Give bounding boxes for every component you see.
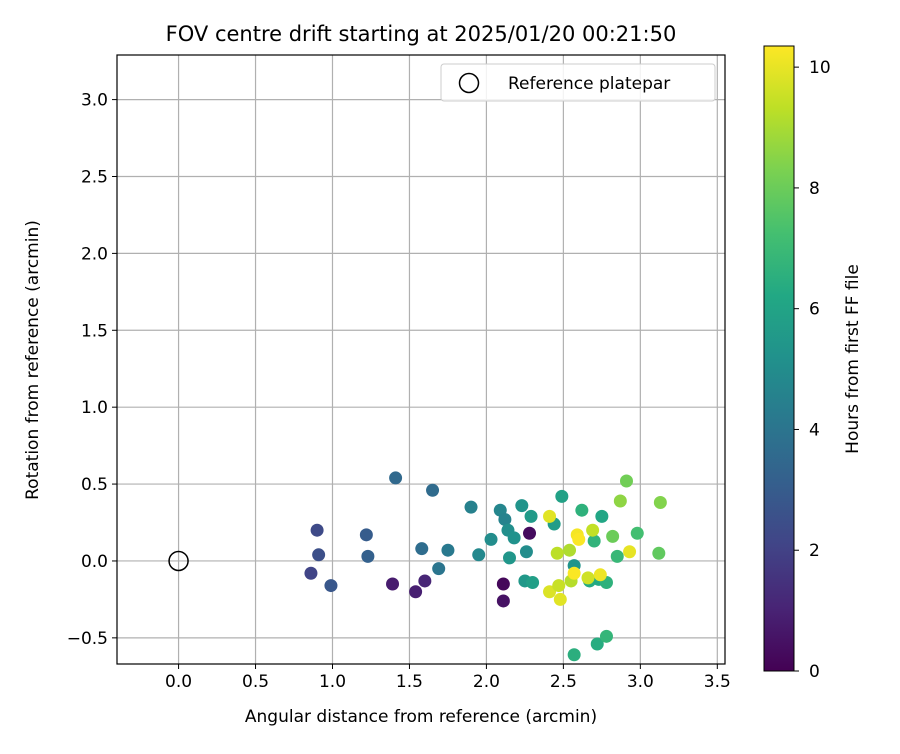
scatter-point: [496, 594, 510, 608]
data-points: [304, 471, 667, 662]
scatter-point: [606, 529, 620, 543]
y-tick-label: 2.0: [81, 244, 108, 264]
colorbar-label: Hours from first FF file: [843, 264, 863, 454]
reference-marker-layer: [168, 550, 189, 572]
scatter-point: [310, 523, 324, 537]
scatter-point: [304, 566, 318, 580]
scatter-point: [359, 528, 373, 542]
colorbar: 0 2 4 6 8 10 Hours from first FF file: [763, 45, 863, 682]
scatter-point: [507, 531, 521, 545]
scatter-point: [415, 542, 429, 556]
scatter-point: [389, 471, 403, 485]
scatter-point: [567, 648, 581, 662]
plot-frame: [116, 54, 726, 665]
x-axis: 0.0 0.5 1.0 1.5 2.0 2.5 3.0 3.5: [165, 664, 731, 692]
scatter-point: [599, 629, 613, 643]
y-tick-label: 3.0: [81, 91, 108, 111]
colorbar-ticks: 0 2 4 6 8 10: [794, 58, 831, 682]
scatter-point: [593, 568, 607, 582]
scatter-point: [523, 526, 537, 540]
colorbar-tick-label: 8: [809, 179, 820, 199]
x-tick-label: 3.0: [627, 672, 654, 692]
colorbar-tick-label: 4: [809, 420, 820, 440]
scatter-point: [464, 500, 478, 514]
legend-open-circle-marker: [458, 72, 480, 94]
y-axis-label: Rotation from reference (arcmin): [23, 220, 43, 500]
scatter-point: [312, 548, 326, 562]
x-tick-label: 2.0: [473, 672, 500, 692]
y-axis: −0.5 0.0 0.5 1.0 1.5 2.0 2.5 3.0: [67, 91, 117, 649]
scatter-point: [503, 551, 517, 565]
scatter-point: [432, 562, 446, 576]
scatter-point: [543, 585, 557, 599]
scatter-point: [610, 549, 624, 563]
colorbar-gradient: [763, 45, 795, 672]
x-tick-label: 0.5: [242, 672, 269, 692]
scatter-point: [472, 548, 486, 562]
x-tick-label: 2.5: [550, 672, 577, 692]
colorbar-tick-label: 2: [809, 541, 820, 561]
scatter-point: [652, 546, 666, 560]
scatter-point: [550, 546, 564, 560]
scatter-point: [386, 577, 400, 591]
scatter-point: [426, 483, 440, 497]
scatter-point: [324, 579, 338, 593]
x-tick-label: 0.0: [165, 672, 192, 692]
grid-lines: [117, 55, 725, 664]
scatter-point: [524, 509, 538, 523]
scatter-point: [498, 512, 512, 526]
x-tick-label: 3.5: [704, 672, 731, 692]
scatter-point: [572, 532, 586, 546]
y-tick-label: 0.0: [81, 552, 108, 572]
reference-platepar-marker: [168, 550, 189, 572]
scatter-point: [496, 577, 510, 591]
scatter-point: [555, 489, 569, 503]
scatter-point: [361, 549, 375, 563]
colorbar-tick-label: 0: [809, 662, 820, 682]
scatter-point: [653, 496, 667, 510]
scatter-point: [590, 637, 604, 651]
scatter-point: [552, 579, 566, 593]
scatter-point: [543, 509, 557, 523]
x-tick-label: 1.0: [319, 672, 346, 692]
scatter-point: [619, 474, 633, 488]
scatter-point: [595, 509, 609, 523]
scatter-point: [623, 545, 637, 559]
scatter-point: [526, 575, 540, 589]
scatter-point: [409, 585, 423, 599]
colorbar-tick-label: 6: [809, 300, 820, 320]
scatter-point: [484, 532, 498, 546]
legend-box: [440, 63, 716, 102]
y-tick-label: 1.0: [81, 398, 108, 418]
y-tick-label: 1.5: [81, 321, 108, 341]
x-tick-label: 1.5: [396, 672, 423, 692]
scatter-point: [519, 545, 533, 559]
legend: Reference platepar: [440, 63, 716, 102]
scatter-point: [515, 499, 529, 513]
scatter-point: [441, 543, 455, 557]
scatter-point: [630, 526, 644, 540]
legend-label: Reference platepar: [508, 74, 670, 94]
scatter-point: [581, 571, 595, 585]
scatter-point: [613, 494, 627, 508]
y-tick-label: −0.5: [67, 629, 108, 649]
x-axis-label: Angular distance from reference (arcmin): [245, 707, 597, 727]
colorbar-tick-label: 10: [809, 58, 831, 78]
scatter-point: [567, 566, 581, 580]
y-tick-label: 2.5: [81, 167, 108, 187]
scatter-point: [553, 592, 567, 606]
scatter-point: [586, 523, 600, 537]
chart-title: FOV centre drift starting at 2025/01/20 …: [166, 22, 677, 46]
scatter-point: [587, 534, 601, 548]
y-tick-label: 0.5: [81, 475, 108, 495]
scatter-point: [563, 543, 577, 557]
scatter-point: [418, 574, 432, 588]
scatter-point: [575, 503, 589, 517]
